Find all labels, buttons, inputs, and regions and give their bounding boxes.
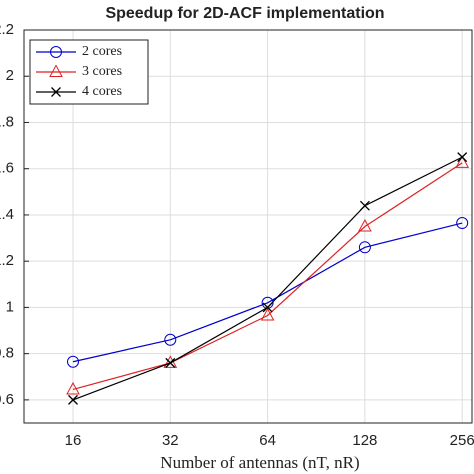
marker (164, 333, 177, 346)
legend-label: 4 cores (82, 84, 122, 99)
y-tick-label: 2.2 (0, 21, 14, 38)
marker (49, 64, 63, 77)
x-tick-label: 256 (450, 432, 474, 449)
marker (67, 355, 79, 368)
marker (358, 218, 372, 232)
y-tick-label: 0.6 (0, 391, 14, 408)
legend-label: 2 cores (82, 44, 122, 59)
y-tick-label: 0.8 (0, 345, 14, 362)
marker (68, 394, 78, 405)
marker (50, 46, 62, 58)
marker (358, 241, 371, 254)
x-tick-label: 16 (65, 432, 82, 449)
marker (456, 217, 469, 230)
plot-frame (23, 29, 473, 424)
y-tick-label: 1.2 (0, 252, 14, 269)
x-axis-label: Number of antennas (nT, nR) (160, 453, 359, 472)
legend: 2 cores 3 cores 4 cores (29, 39, 149, 105)
marker (51, 87, 61, 97)
marker (163, 355, 178, 368)
marker (262, 302, 273, 313)
series-line (72, 162, 463, 391)
y-tick-label: 1 (6, 298, 14, 315)
y-tick-label: 1.6 (0, 160, 14, 177)
chart-title: Speedup for 2D-ACF implementation (105, 5, 384, 22)
y-tick-label: 2 (6, 67, 14, 84)
x-tick-label: 128 (352, 432, 377, 449)
marker (455, 155, 470, 168)
marker (260, 307, 275, 321)
x-tick-label: 32 (162, 432, 179, 449)
legend-label: 3 cores (82, 64, 122, 79)
marker (165, 357, 176, 368)
x-tick-label: 64 (259, 432, 276, 449)
series-line (72, 222, 463, 363)
marker (66, 381, 80, 395)
marker (457, 152, 468, 163)
marker (359, 200, 370, 211)
y-tick-label: 1.4 (0, 206, 14, 223)
y-tick-label: 1.8 (0, 113, 14, 130)
